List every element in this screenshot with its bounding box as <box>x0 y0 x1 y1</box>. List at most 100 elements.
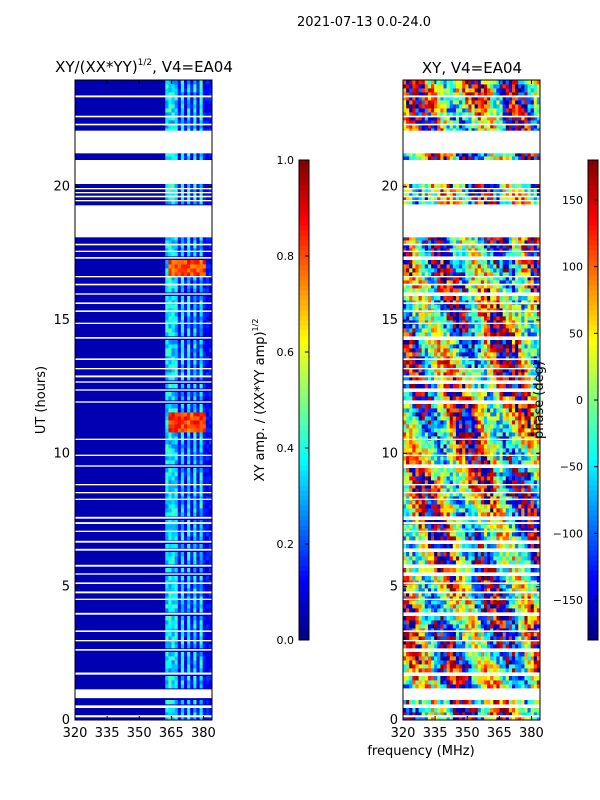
phase-cell <box>518 584 522 589</box>
phase-cell <box>483 432 488 437</box>
amp-cell <box>183 684 188 689</box>
amp-cell <box>168 556 172 561</box>
amp-cell <box>187 124 191 129</box>
phase-cell <box>427 448 432 453</box>
phase-cell <box>502 536 507 541</box>
phase-cell <box>536 592 540 597</box>
phase-cell <box>518 460 522 465</box>
amp-cell <box>199 640 204 645</box>
amp-cell <box>196 84 200 89</box>
phase-cell <box>480 560 485 565</box>
amp-cell <box>174 80 179 85</box>
amp-cell <box>205 332 210 337</box>
amp-cell <box>202 260 207 265</box>
amp-cell <box>180 608 185 613</box>
phase-cell <box>403 716 407 720</box>
phase-cell <box>508 596 513 601</box>
phase-cell <box>493 428 497 433</box>
amp-cell <box>202 636 207 641</box>
phase-cell <box>415 440 419 445</box>
amp-cell <box>199 272 204 277</box>
phase-cell <box>440 480 444 485</box>
amp-cell <box>177 324 182 329</box>
phase-cell <box>421 524 426 529</box>
amp-heatmap[interactable] <box>75 80 212 720</box>
phase-cell <box>502 532 507 537</box>
amp-cell <box>180 384 185 389</box>
amp-cell <box>193 108 197 113</box>
amp-ytick-label: 0 <box>62 713 70 728</box>
amp-cell <box>190 624 194 629</box>
phase-cell <box>440 448 444 453</box>
phase-cell <box>415 640 419 645</box>
phase-cell <box>487 596 491 601</box>
phase-cell <box>480 508 485 513</box>
phase-cell <box>496 452 500 457</box>
amp-cell <box>171 620 176 625</box>
amp-cell <box>177 328 182 333</box>
phase-cell <box>440 552 444 557</box>
phase-cell <box>527 412 532 417</box>
amp-cell <box>177 80 182 85</box>
phase-cell <box>455 576 460 581</box>
amp-cell <box>174 528 179 533</box>
phase-cell <box>511 444 516 449</box>
amp-cell <box>171 200 176 205</box>
phase-cell <box>412 492 416 497</box>
phase-cell <box>474 448 479 453</box>
phase-cell <box>499 456 504 461</box>
phase-cell <box>459 440 463 445</box>
amp-cell <box>196 524 200 529</box>
phase-cell <box>515 576 519 581</box>
phase-cell <box>511 504 516 509</box>
phase-cell <box>418 420 423 425</box>
phase-cell <box>449 588 454 593</box>
phase-cell <box>403 600 407 605</box>
phase-cell <box>406 580 410 585</box>
phase-cell <box>505 560 510 565</box>
phase-cell <box>434 396 438 401</box>
amp-cell <box>177 368 182 373</box>
amp-cell <box>202 536 207 541</box>
amp-cell <box>174 684 179 689</box>
phase-cell <box>536 624 540 629</box>
amp-cell <box>196 472 200 477</box>
phase-cell <box>496 600 500 605</box>
amp-cell <box>190 288 194 293</box>
amp-cell <box>168 96 172 101</box>
amp-cell <box>196 440 200 445</box>
phase-cell <box>499 448 504 453</box>
amp-cell <box>205 112 210 117</box>
phase-cell <box>446 584 451 589</box>
amp-cell <box>208 608 212 613</box>
phase-cell <box>487 536 491 541</box>
phase-cell <box>421 504 426 509</box>
amp-cell <box>168 676 172 681</box>
phase-cell <box>527 640 532 645</box>
phase-cell <box>474 544 479 549</box>
amp-cell <box>183 248 188 253</box>
phase-cell <box>462 456 466 461</box>
phase-cell <box>474 640 479 645</box>
phase-cell <box>446 424 451 429</box>
phase-cell <box>521 512 525 517</box>
amp-cell <box>165 436 169 441</box>
phase-cell <box>499 452 504 457</box>
phase-cell <box>505 624 510 629</box>
phase-cell <box>471 580 476 585</box>
phase-cell <box>527 468 532 473</box>
phase-cell <box>502 584 507 589</box>
amp-cell <box>190 300 194 305</box>
phase-cell <box>471 664 476 669</box>
amp-cell <box>208 364 212 369</box>
phase-cell <box>521 664 525 669</box>
phase-heatmap[interactable] <box>403 80 540 720</box>
phase-cell <box>474 504 479 509</box>
phase-cell <box>502 712 507 717</box>
phase-cell <box>511 592 516 597</box>
phase-cell <box>477 500 482 505</box>
phase-cell <box>443 640 447 645</box>
phase-cell <box>403 436 407 441</box>
phase-cell <box>533 656 538 661</box>
phase-cell <box>459 504 463 509</box>
